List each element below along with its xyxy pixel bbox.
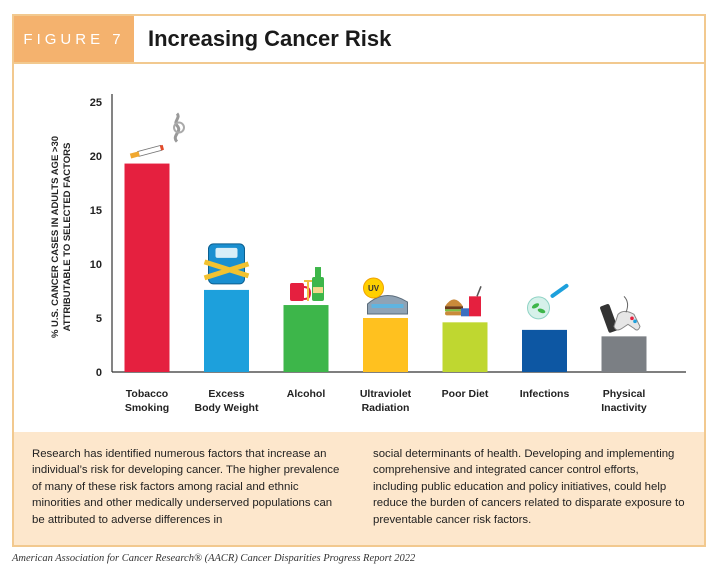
figure-number-tag: FIGURE 7 (14, 16, 134, 62)
category-label: Tobacco (126, 388, 168, 400)
bar-1 (204, 289, 249, 372)
bar-chart: % U.S. CANCER CASES IN ADULTS AGE >30 ATT… (14, 64, 704, 434)
y-tick-label: 25 (90, 97, 102, 109)
description-column-2: social determinants of health. Developin… (373, 448, 685, 526)
chart-icons: UV (129, 112, 641, 333)
category-label: Excess (208, 388, 244, 400)
category-label: Poor Diet (442, 388, 489, 400)
category-label: Body Weight (195, 402, 259, 414)
controller-icon (600, 296, 641, 333)
bar-4 (442, 322, 488, 372)
category-label: Radiation (362, 402, 410, 414)
category-label: Infections (520, 388, 570, 400)
cigarette-icon (129, 112, 185, 159)
y-axis-title-line: ATTRIBUTABLE TO SELECTED FACTORS (62, 143, 73, 332)
category-label: Ultraviolet (360, 388, 412, 400)
y-tick-label: 20 (90, 151, 102, 163)
bar-2 (283, 305, 329, 372)
bar-6 (601, 336, 647, 372)
category-label: Smoking (125, 402, 169, 414)
figure-frame: FIGURE 7 Increasing Cancer Risk % U.S. C… (12, 14, 706, 547)
y-tick-label: 0 (96, 367, 102, 379)
bar-5 (522, 329, 567, 372)
chart-category-labels: Tobacco Smoking Excess Body Weight Alcohol Ul… (125, 388, 647, 414)
chart-bars (124, 163, 647, 372)
y-axis-title-line: % U.S. CANCER CASES IN ADULTS AGE >30 (50, 136, 61, 338)
figure-header: FIGURE 7 Increasing Cancer Risk (14, 16, 704, 64)
svg-text:UV: UV (368, 284, 380, 293)
y-tick-label: 15 (90, 205, 102, 217)
source-credit: American Association for Cancer Research… (12, 553, 416, 564)
tanning-bed-icon: UV (363, 277, 408, 315)
y-tick-label: 10 (90, 259, 102, 271)
bar-3 (363, 318, 408, 372)
scale-icon (203, 243, 250, 285)
fast-food-icon (445, 286, 482, 317)
description-panel: Research has identified numerous factors… (14, 432, 704, 545)
category-label: Physical (603, 388, 646, 400)
chart-svg: % U.S. CANCER CASES IN ADULTS AGE >30 ATT… (50, 94, 686, 414)
microbe-icon (527, 283, 569, 320)
category-label: Inactivity (601, 402, 647, 414)
description-column-1: Research has identified numerous factors… (32, 448, 340, 526)
bar-0 (124, 163, 170, 372)
y-tick-label: 5 (96, 313, 102, 325)
category-label: Alcohol (287, 388, 326, 400)
alcohol-icon (290, 267, 324, 302)
y-axis-title-group: % U.S. CANCER CASES IN ADULTS AGE >30 ATT… (50, 136, 73, 338)
figure-title: Increasing Cancer Risk (148, 26, 392, 51)
y-axis-title: % U.S. CANCER CASES IN ADULTS AGE >30 ATT… (50, 136, 73, 338)
